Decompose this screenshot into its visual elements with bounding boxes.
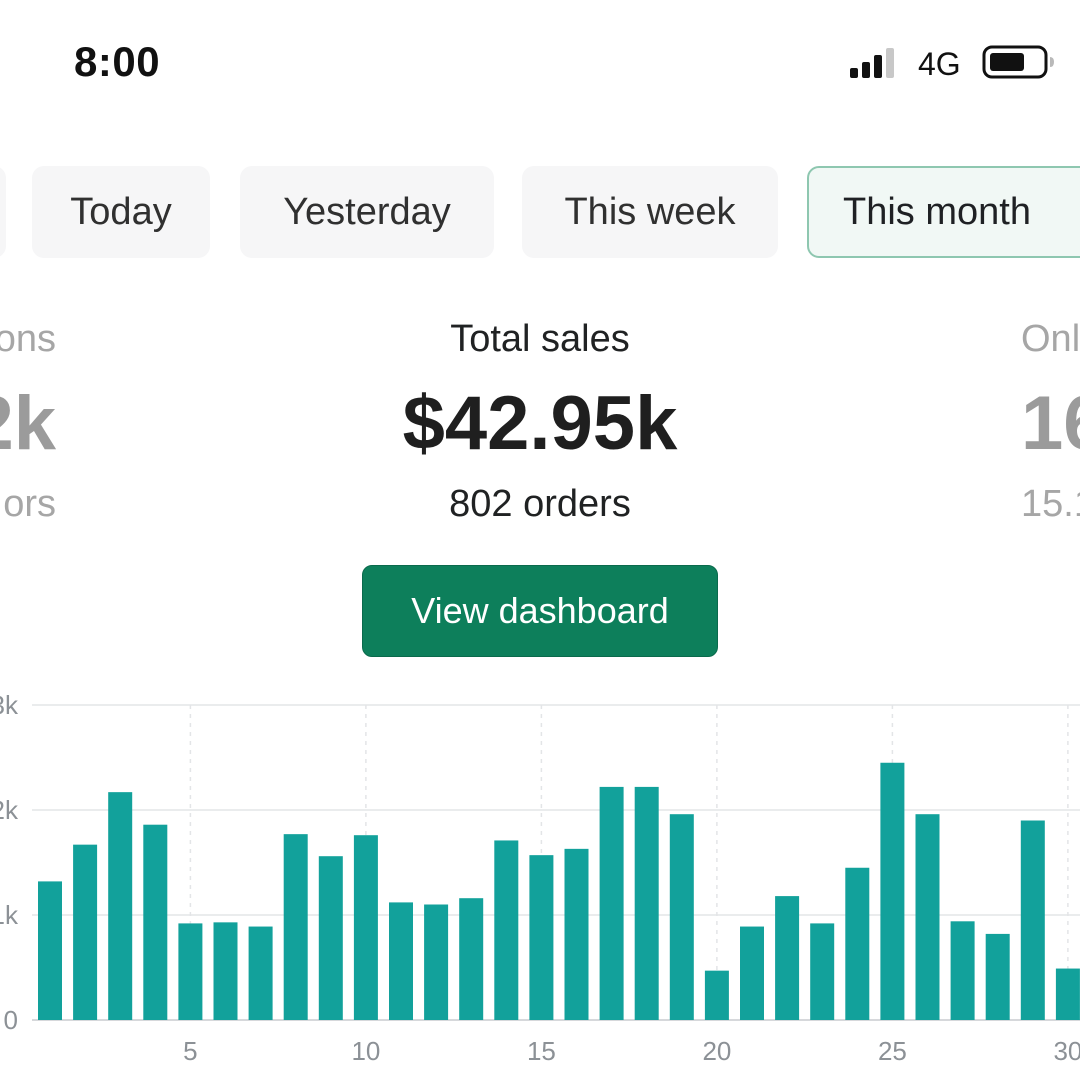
view-dashboard-button[interactable]: View dashboard (362, 565, 718, 657)
status-time: 8:00 (74, 38, 161, 85)
chart-bar (915, 814, 940, 1020)
chart-bar (424, 904, 449, 1020)
tab-previous-partial[interactable] (0, 166, 6, 258)
total-orders-count: 802 orders (449, 483, 631, 525)
y-tick-label: 2k (0, 795, 19, 825)
x-tick-label: 30 (1053, 1036, 1080, 1066)
metric-left-sub: ors (3, 483, 56, 525)
chart-bar (985, 933, 1010, 1020)
y-tick-label: 3k (0, 690, 19, 720)
x-tick-label: 25 (878, 1036, 907, 1066)
chart-bar (669, 814, 694, 1020)
chart-bar (810, 923, 835, 1020)
chart-bar (73, 844, 98, 1020)
chart-bar (38, 881, 62, 1020)
battery-icon (982, 45, 1054, 79)
metric-right-value: 16 (1021, 381, 1080, 466)
chart-bar (389, 902, 413, 1020)
chart-bar (845, 867, 870, 1020)
chart-bar (880, 762, 905, 1020)
chart-bar (178, 923, 203, 1020)
tab-yesterday[interactable]: Yesterday (240, 166, 494, 258)
metric-left-label: ons (0, 318, 56, 360)
signal-icon (850, 48, 894, 78)
chart-labels: 0 1k 2k 3k 5 10 15 20 25 30 (0, 690, 1080, 1066)
chart-bar (704, 970, 729, 1020)
chart-bars (38, 762, 1080, 1020)
x-tick-label: 15 (527, 1036, 556, 1066)
sales-bar-chart: 0 1k 2k 3k 5 10 15 20 25 30 (0, 690, 1080, 1066)
x-tick-label: 10 (351, 1036, 380, 1066)
metric-left-value: 2k (0, 381, 56, 466)
x-tick-label: 5 (183, 1036, 197, 1066)
tab-this-week[interactable]: This week (522, 166, 778, 258)
chart-bar (950, 921, 975, 1020)
y-tick-label: 1k (0, 900, 19, 930)
total-sales-label: Total sales (450, 318, 630, 360)
chart-bar (1055, 968, 1080, 1020)
tab-this-month[interactable]: This month (807, 166, 1080, 258)
y-tick-label: 0 (4, 1005, 18, 1035)
chart-bar (108, 792, 133, 1020)
chart-bar (494, 840, 519, 1020)
chart-bar (599, 786, 624, 1020)
chart-bar (318, 856, 343, 1020)
chart-bar (353, 835, 378, 1020)
x-tick-label: 20 (702, 1036, 731, 1066)
total-sales-value: $42.95k (402, 381, 678, 466)
tab-today[interactable]: Today (32, 166, 210, 258)
chart-bar (740, 926, 764, 1020)
network-type: 4G (918, 46, 961, 82)
chart-bar (775, 896, 800, 1020)
metric-right-label: Onl (1021, 318, 1080, 360)
chart-bar (248, 926, 273, 1020)
chart-bar (529, 855, 554, 1020)
chart-bar (564, 848, 589, 1020)
chart-bar (459, 898, 484, 1020)
chart-bar (634, 786, 659, 1020)
chart-bar (213, 922, 238, 1020)
chart-bar (283, 834, 308, 1020)
chart-bar (1020, 820, 1045, 1020)
chart-bar (143, 824, 168, 1020)
metric-right-sub: 15.1 (1021, 483, 1080, 525)
